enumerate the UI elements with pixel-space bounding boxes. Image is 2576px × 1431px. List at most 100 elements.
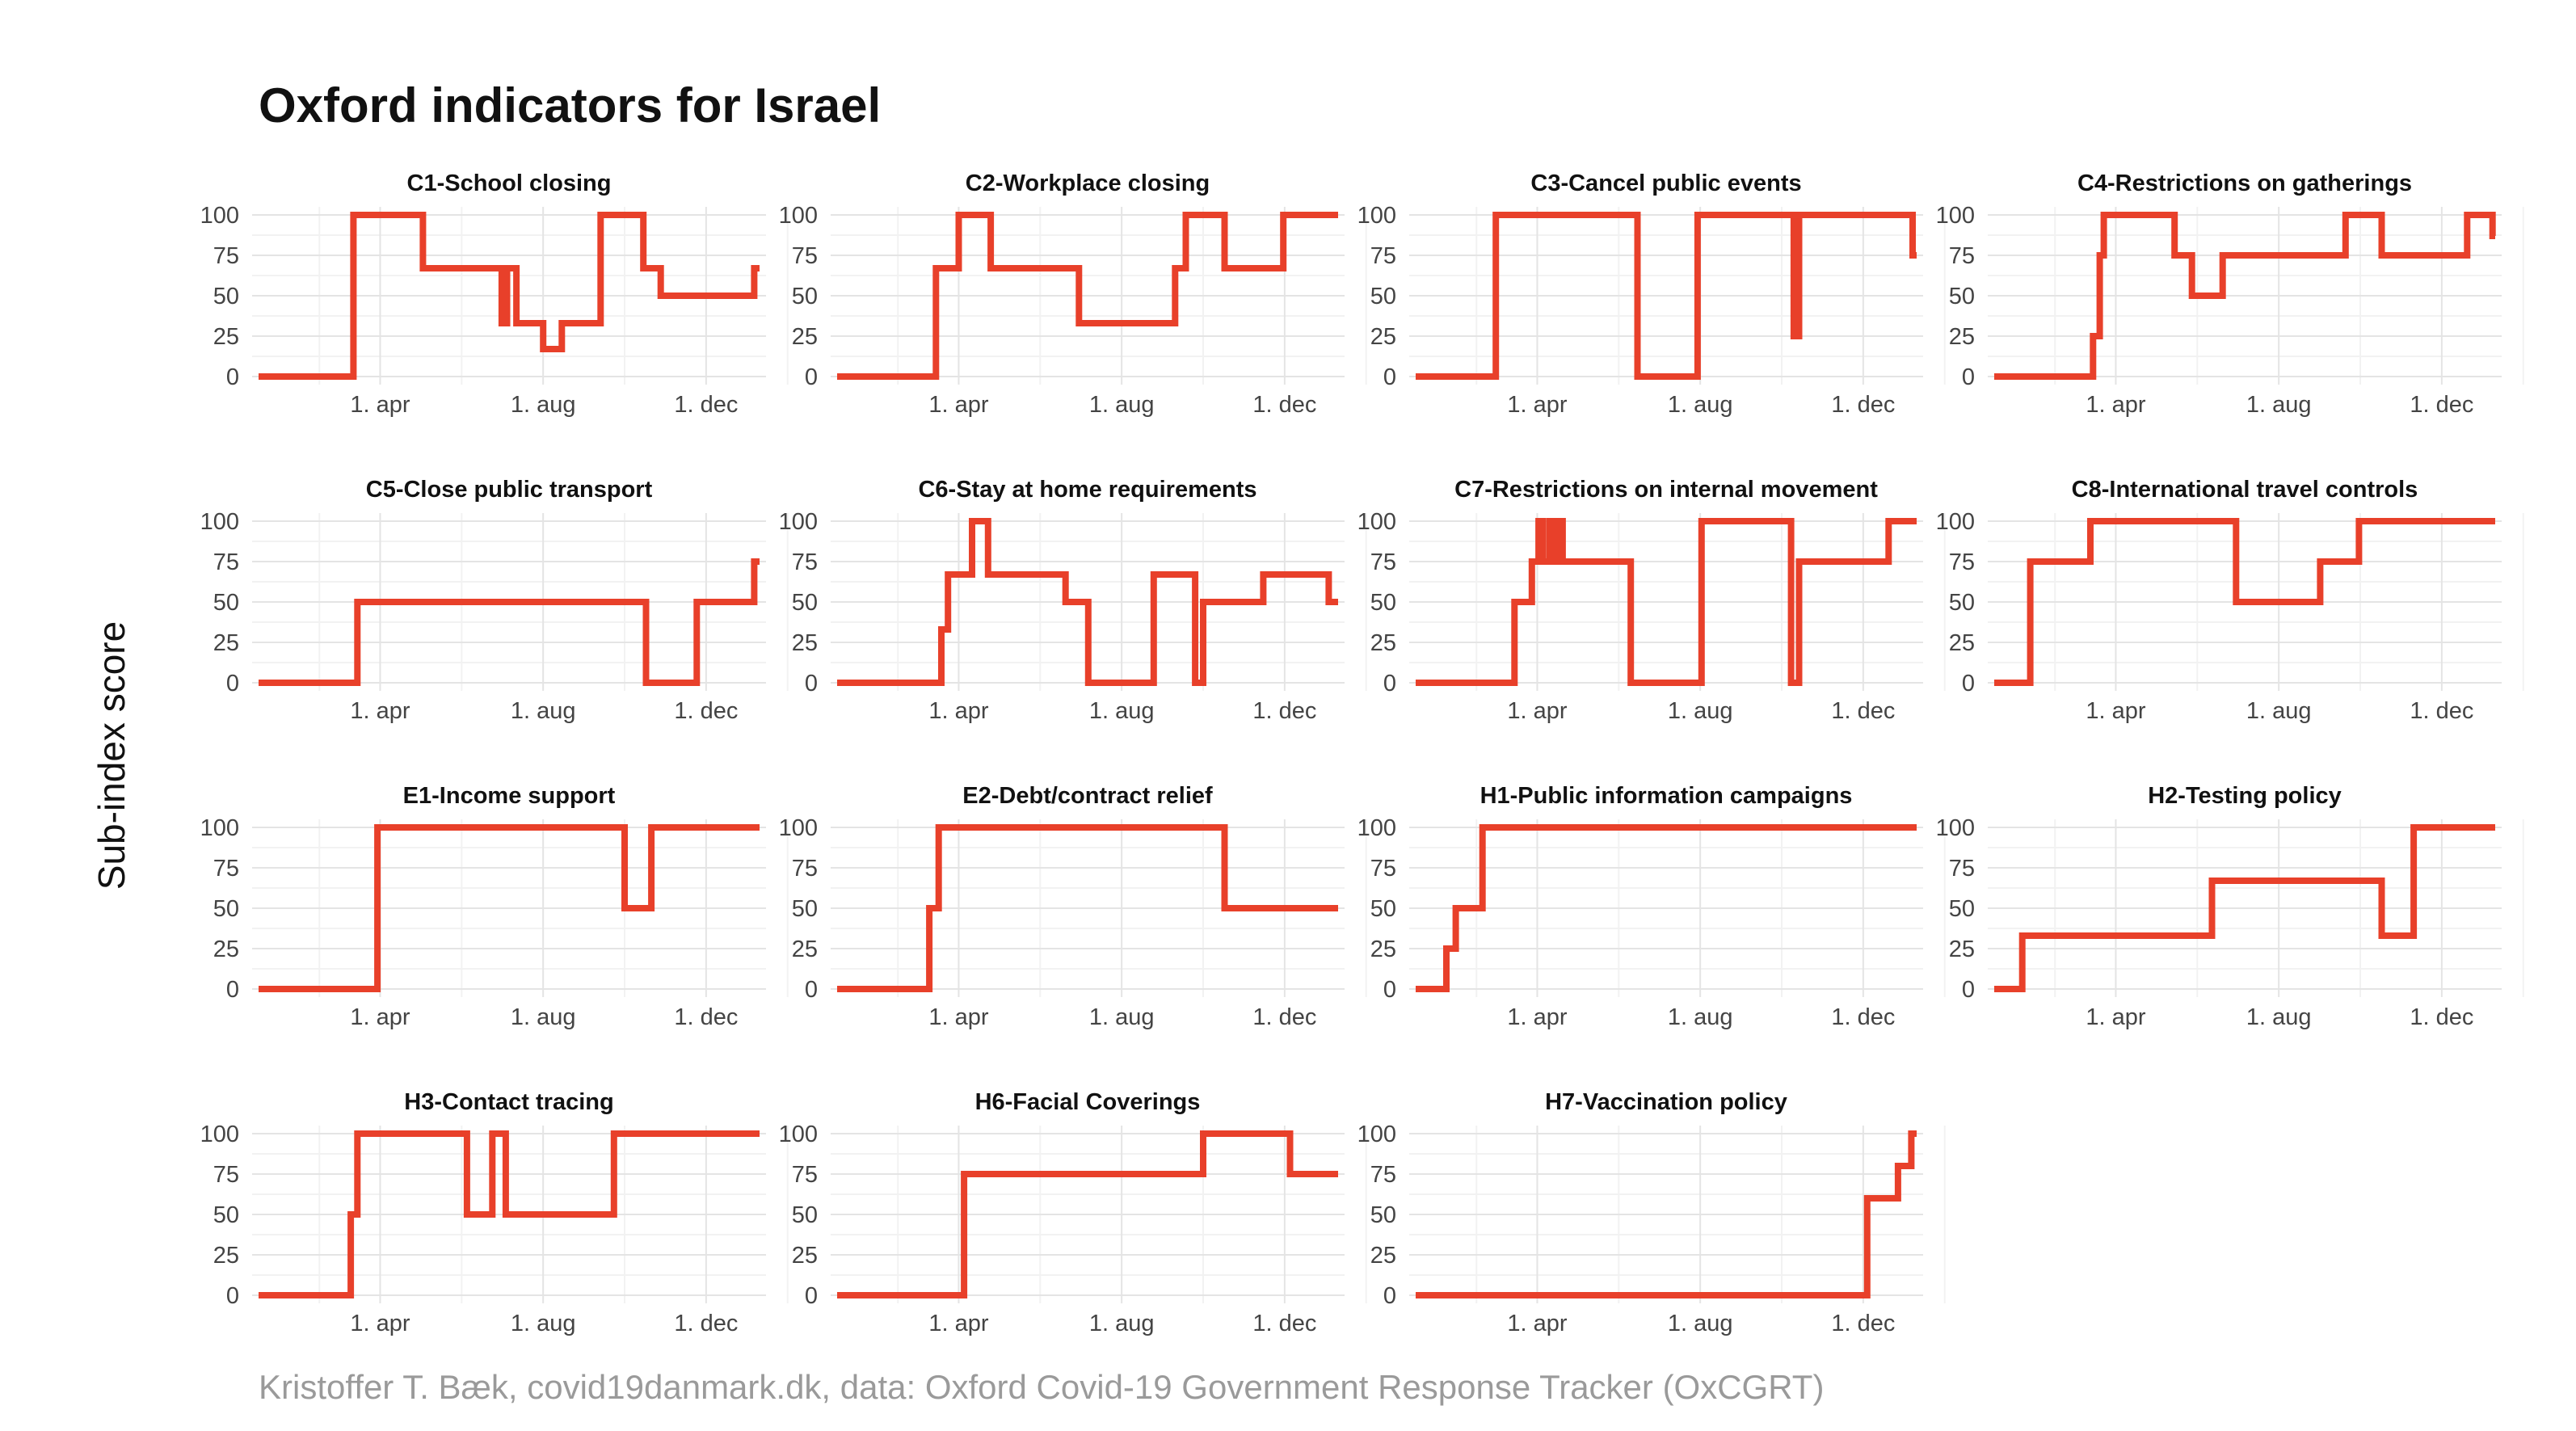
x-tick-label: 1. dec xyxy=(674,1004,738,1030)
x-tick-label: 1. apr xyxy=(928,392,988,418)
y-tick-label: 75 xyxy=(213,856,239,882)
facet-panel: C4-Restrictions on gatherings 0 25 50 75 100 1… xyxy=(1936,170,2524,418)
y-tick-label: 50 xyxy=(213,284,239,309)
facet-panel: E1-Income support 0 25 50 75 100 1. apr 1. aug 1… xyxy=(200,783,789,1030)
x-tick-label: 1. aug xyxy=(1089,392,1155,418)
x-tick-label: 1. dec xyxy=(2410,392,2473,418)
x-tick-label: 1. aug xyxy=(1668,698,1733,724)
y-tick-label: 25 xyxy=(1370,630,1396,656)
facet-panel: H3-Contact tracing 0 25 50 75 100 1. apr 1. aug… xyxy=(200,1089,789,1336)
x-tick-label: 1. aug xyxy=(2246,698,2312,724)
series-line xyxy=(837,824,1338,992)
panel-title: E2-Debt/contract relief xyxy=(962,783,1213,809)
panel-title: H2-Testing policy xyxy=(2148,783,2342,809)
y-tick-label: 0 xyxy=(805,671,818,697)
series-line xyxy=(1416,518,1917,686)
x-tick-label: 1. dec xyxy=(674,1311,738,1336)
x-tick-label: 1. apr xyxy=(350,392,410,418)
x-tick-label: 1. aug xyxy=(2246,392,2312,418)
series-line xyxy=(837,212,1338,380)
y-tick-label: 75 xyxy=(1949,549,1975,575)
y-tick-label: 0 xyxy=(1383,1283,1396,1309)
y-tick-label: 50 xyxy=(213,1202,239,1228)
y-tick-label: 50 xyxy=(792,896,818,922)
y-tick-label: 100 xyxy=(779,815,818,841)
y-tick-label: 0 xyxy=(1383,671,1396,697)
facet-panel: E2-Debt/contract relief 0 25 50 75 100 1. apr 1… xyxy=(779,783,1367,1030)
series-line xyxy=(1994,212,2496,380)
y-tick-label: 100 xyxy=(1936,509,1975,535)
y-tick-label: 25 xyxy=(1949,630,1975,656)
y-tick-label: 100 xyxy=(1936,203,1975,229)
y-tick-label: 75 xyxy=(1949,243,1975,269)
x-tick-label: 1. dec xyxy=(1252,1004,1316,1030)
y-tick-label: 75 xyxy=(213,1162,239,1188)
y-tick-label: 100 xyxy=(200,1122,239,1147)
panel-title: C4-Restrictions on gatherings xyxy=(2077,170,2412,196)
panel-title: C7-Restrictions on internal movement xyxy=(1454,477,1878,503)
panel-title: C8-International travel controls xyxy=(2072,477,2418,503)
x-tick-label: 1. dec xyxy=(674,698,738,724)
y-tick-label: 75 xyxy=(792,243,818,269)
x-tick-label: 1. aug xyxy=(1089,698,1155,724)
x-tick-label: 1. aug xyxy=(1089,1311,1155,1336)
y-tick-label: 75 xyxy=(792,549,818,575)
y-tick-label: 0 xyxy=(226,364,239,390)
x-tick-label: 1. dec xyxy=(1831,392,1895,418)
panel-title: C3-Cancel public events xyxy=(1530,170,1801,196)
panel-title: C6-Stay at home requirements xyxy=(918,477,1256,503)
x-tick-label: 1. apr xyxy=(1507,698,1567,724)
y-tick-label: 25 xyxy=(213,936,239,962)
panel-title: H7-Vaccination policy xyxy=(1545,1089,1787,1115)
panel-title: C2-Workplace closing xyxy=(966,170,1210,196)
x-tick-label: 1. apr xyxy=(2086,1004,2145,1030)
x-tick-label: 1. dec xyxy=(1252,698,1316,724)
x-tick-label: 1. aug xyxy=(1668,1311,1733,1336)
x-tick-label: 1. apr xyxy=(928,698,988,724)
panel-title: C5-Close public transport xyxy=(366,477,653,503)
y-tick-label: 25 xyxy=(213,1243,239,1269)
series-line xyxy=(259,558,760,686)
y-tick-label: 100 xyxy=(779,203,818,229)
y-tick-label: 25 xyxy=(1370,936,1396,962)
y-tick-label: 25 xyxy=(1370,1243,1396,1269)
x-tick-label: 1. apr xyxy=(1507,1311,1567,1336)
y-tick-label: 0 xyxy=(805,977,818,1003)
y-tick-label: 25 xyxy=(792,936,818,962)
series-line xyxy=(837,518,1338,686)
y-tick-label: 75 xyxy=(1370,856,1396,882)
y-tick-label: 50 xyxy=(1370,590,1396,616)
y-tick-label: 100 xyxy=(1357,1122,1396,1147)
x-tick-label: 1. apr xyxy=(350,698,410,724)
facet-panel: H2-Testing policy 0 25 50 75 100 1. apr 1. aug 1… xyxy=(1936,783,2524,1030)
y-tick-label: 100 xyxy=(779,1122,818,1147)
x-tick-label: 1. aug xyxy=(1668,392,1733,418)
series-line xyxy=(1416,212,1917,380)
y-tick-label: 100 xyxy=(1357,815,1396,841)
x-tick-label: 1. dec xyxy=(1252,392,1316,418)
y-tick-label: 25 xyxy=(792,1243,818,1269)
y-tick-label: 50 xyxy=(792,1202,818,1228)
chart-title: Oxford indicators for Israel xyxy=(259,78,882,133)
panel-title: H3-Contact tracing xyxy=(404,1089,613,1115)
y-tick-label: 100 xyxy=(1357,203,1396,229)
y-tick-label: 75 xyxy=(1949,856,1975,882)
x-tick-label: 1. apr xyxy=(1507,392,1567,418)
series-line xyxy=(259,212,760,380)
series-line xyxy=(837,1130,1338,1298)
y-tick-label: 75 xyxy=(213,549,239,575)
x-tick-label: 1. apr xyxy=(928,1311,988,1336)
x-tick-label: 1. aug xyxy=(511,392,576,418)
y-tick-label: 50 xyxy=(1949,896,1975,922)
x-tick-label: 1. dec xyxy=(2410,1004,2473,1030)
x-tick-label: 1. apr xyxy=(2086,392,2145,418)
x-tick-label: 1. apr xyxy=(350,1004,410,1030)
series-line xyxy=(259,824,760,992)
y-tick-label: 50 xyxy=(792,590,818,616)
x-tick-label: 1. apr xyxy=(2086,698,2145,724)
x-tick-label: 1. dec xyxy=(1252,1311,1316,1336)
y-tick-label: 25 xyxy=(1949,936,1975,962)
facet-panel: H1-Public information campaigns 0 25 50 75 10… xyxy=(1357,783,1946,1030)
facet-panel: C1-School closing 0 25 50 75 100 1. apr 1. aug 1… xyxy=(200,170,789,418)
